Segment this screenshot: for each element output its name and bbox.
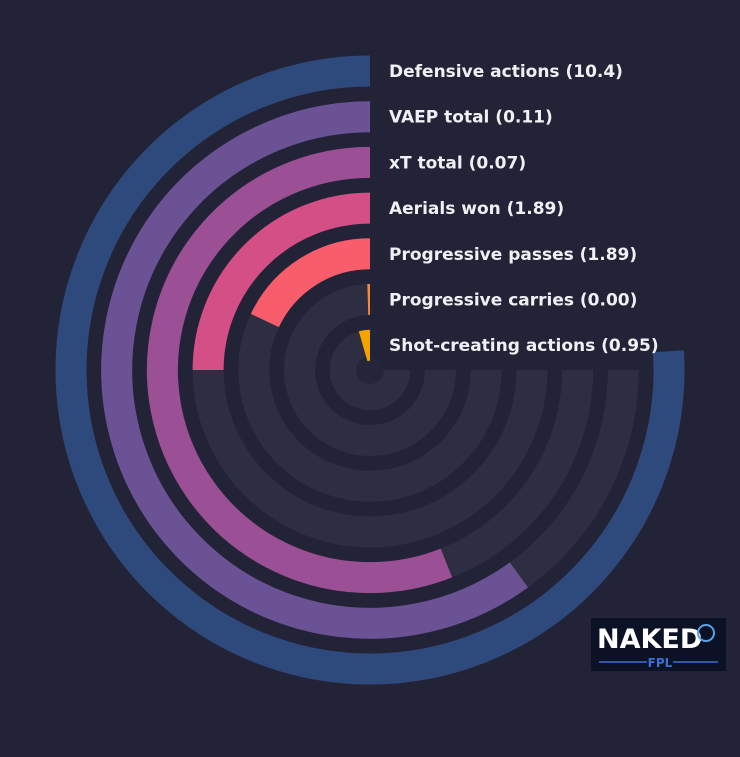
bar-labels: Defensive actions (10.4) VAEP total (0.11… (389, 62, 659, 356)
bar-label: Progressive carries (0.00) (389, 291, 637, 311)
bar-arc (358, 329, 371, 362)
bar-track (329, 329, 411, 411)
bar-arc (55, 55, 685, 685)
center-hub (356, 356, 384, 384)
bar-arc (192, 192, 371, 371)
bar-arc (250, 238, 371, 328)
logo-sub-text: FPL (648, 656, 673, 670)
logo-face-icon (697, 624, 715, 642)
bar-label: Aerials won (1.89) (389, 199, 564, 219)
logo-main-text: NAKED (597, 624, 702, 655)
bar-arc (101, 101, 528, 639)
bar-label: Progressive passes (1.89) (389, 245, 637, 265)
bar-track (284, 284, 456, 456)
bar-arc (146, 146, 453, 594)
bar-label: Shot-creating actions (0.95) (389, 336, 659, 356)
bar-label: xT total (0.07) (389, 153, 526, 173)
bar-label: Defensive actions (10.4) (389, 62, 623, 82)
bar-label: VAEP total (0.11) (389, 108, 553, 128)
naked-fpl-logo: NAKED FPL (591, 618, 726, 671)
bars (55, 55, 685, 685)
